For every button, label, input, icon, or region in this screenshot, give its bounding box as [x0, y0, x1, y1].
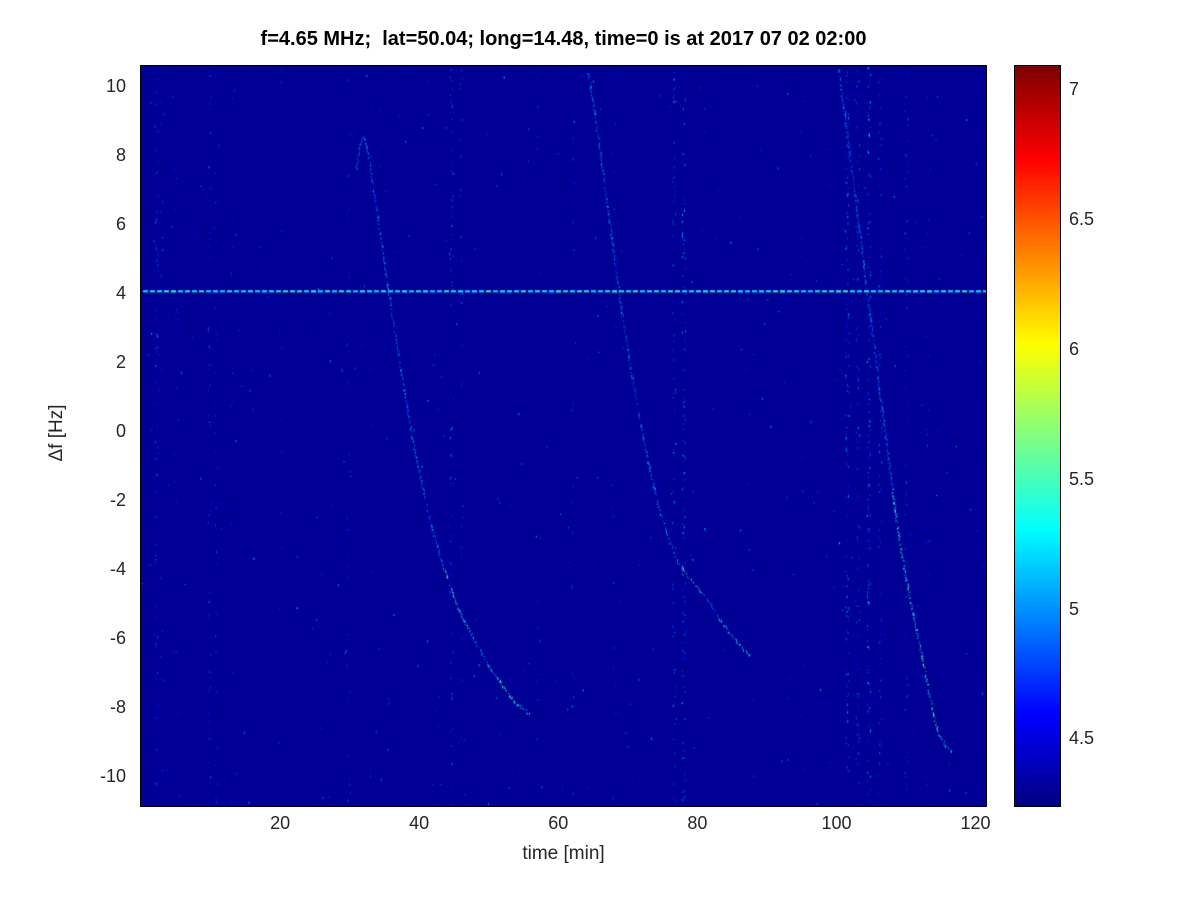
y-tick-label: -10: [99, 765, 126, 786]
y-axis-label: Δf [Hz]: [46, 404, 67, 462]
plot-area: [140, 65, 987, 807]
y-tick-label: -6: [109, 627, 126, 648]
x-tick-label: 100: [821, 813, 852, 833]
colorbar: [1014, 65, 1061, 807]
colorbar-tick-label: 5.5: [1069, 468, 1095, 489]
y-tick-label: 2: [115, 352, 126, 372]
colorbar-tick-label: 5: [1069, 598, 1080, 619]
colorbar-tick-label: 4.5: [1069, 728, 1095, 749]
y-tick-label: 8: [115, 145, 126, 165]
x-tick-label: 40: [409, 813, 430, 833]
y-tick-label: -2: [109, 489, 126, 510]
x-tick-label: 60: [548, 813, 569, 833]
colorbar-tick-label: 6.5: [1069, 209, 1095, 230]
colorbar-tick-label: 7: [1069, 79, 1080, 100]
y-tick-label: -4: [109, 558, 126, 579]
y-tick-label: 6: [115, 214, 126, 234]
y-tick-label: 4: [115, 283, 126, 303]
x-axis-label: time [min]: [522, 843, 605, 864]
colorbar-tick-label: 6: [1069, 339, 1080, 360]
heatmap-canvas: [141, 66, 986, 806]
y-tick-label: 10: [105, 76, 126, 96]
plot-title: f=4.65 MHz; lat=50.04; long=14.48, time=…: [260, 28, 867, 50]
x-tick-label: 20: [270, 813, 291, 833]
x-tick-label: 120: [960, 813, 991, 833]
colorbar-canvas: [1015, 66, 1060, 806]
x-tick-label: 80: [687, 813, 708, 833]
y-tick-label: -8: [109, 696, 126, 717]
y-tick-label: 0: [115, 420, 126, 441]
